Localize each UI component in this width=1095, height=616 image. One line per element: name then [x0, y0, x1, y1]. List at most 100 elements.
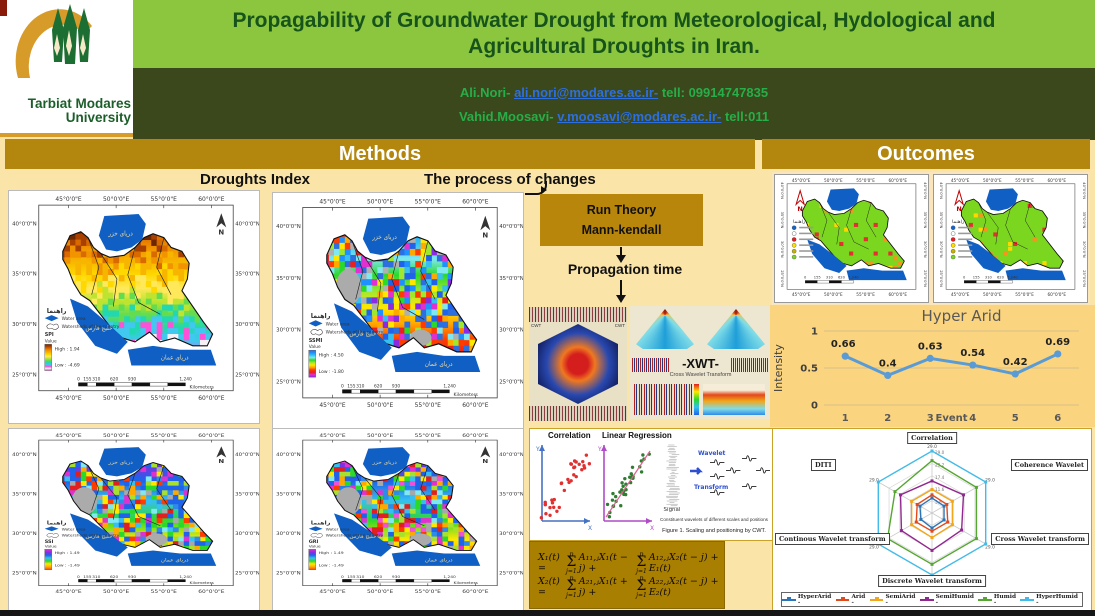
svg-text:40°0'0"N: 40°0'0"N: [235, 452, 259, 457]
svg-text:25°0'0"N: 25°0'0"N: [12, 571, 37, 576]
svg-text:930: 930: [128, 377, 137, 383]
svg-text:1,240: 1,240: [443, 383, 456, 389]
svg-text:50°0'0"E: 50°0'0"E: [824, 178, 843, 183]
outcome-map-2: 45°0'0"E 45°0'0"E 50°0'0"E 50°0'0"E 55°0'0"E…: [933, 174, 1088, 303]
svg-text:30°0'0"N: 30°0'0"N: [923, 241, 927, 258]
svg-text:30°0'0"N: 30°0'0"N: [780, 241, 784, 258]
svg-text:25°0'0"N: 25°0'0"N: [235, 373, 259, 379]
svg-text:1,240: 1,240: [848, 276, 859, 280]
svg-text:620: 620: [110, 377, 119, 383]
svg-text:SSMI: SSMI: [309, 338, 323, 344]
process-arrow-head: [541, 186, 547, 194]
north-arrow: N: [480, 446, 491, 465]
svg-text:40°0'0"N: 40°0'0"N: [1082, 182, 1086, 199]
svg-text:55°0'0"E: 55°0'0"E: [415, 197, 441, 205]
svg-text:60°0'0"E: 60°0'0"E: [198, 433, 225, 438]
svg-text:310: 310: [92, 574, 101, 578]
radar-legend: HyperArid - Arid - SemiArid - SemiHumid - Hu…: [781, 592, 1083, 607]
svg-text:40°0'0"N: 40°0'0"N: [276, 224, 301, 230]
svg-text:155: 155: [973, 276, 980, 280]
svg-text:خلیج فارس: خلیج فارس: [85, 534, 112, 540]
power-peaks: [703, 384, 765, 415]
svg-text:35°0'0"N: 35°0'0"N: [276, 492, 301, 497]
radar-legend-item: Arid -: [835, 594, 870, 606]
svg-text:30°0'0"N: 30°0'0"N: [939, 241, 943, 258]
svg-text:N: N: [482, 459, 488, 465]
north-arrow: N: [795, 188, 806, 213]
sea-area: [391, 550, 481, 566]
outcome-map-1: 45°0'0"E 45°0'0"E 50°0'0"E 50°0'0"E 55°0'0"E…: [774, 174, 929, 303]
svg-text:0.66: 0.66: [831, 339, 856, 350]
svg-text:0.5: 0.5: [800, 364, 818, 375]
run-theory-box: Run Theory Mann-kendall: [540, 194, 703, 246]
svg-text:0: 0: [811, 401, 818, 412]
university-logo-icon: [15, 4, 92, 78]
svg-text:45°0'0"E: 45°0'0"E: [55, 433, 82, 438]
signal-strip-top: [529, 307, 627, 322]
sea-area: [362, 447, 410, 477]
outcome-legend: راهنما: [791, 219, 814, 260]
mann-kendall-label: Mann-kendall: [581, 223, 662, 237]
svg-text:45°0'0"E: 45°0'0"E: [792, 178, 811, 183]
svg-text:55°0'0"E: 55°0'0"E: [151, 433, 178, 438]
svg-text:دریای خزر: دریای خزر: [371, 234, 397, 241]
sea-area: [98, 214, 146, 252]
svg-text:50°0'0"E: 50°0'0"E: [367, 401, 393, 409]
wavelet-transform-diagram: Signal Wavelet Transform: [664, 444, 770, 513]
university-name: Tarbiat Modares University: [27, 95, 131, 125]
svg-text:35°0'0"N: 35°0'0"N: [923, 212, 927, 229]
svg-text:Watersheds of the country: Watersheds of the country: [62, 533, 120, 537]
svg-text:55°0'0"E: 55°0'0"E: [415, 401, 441, 409]
svg-text:30°0'0"N: 30°0'0"N: [235, 322, 259, 328]
svg-text:Hyper Arid: Hyper Arid: [922, 307, 1002, 325]
svg-text:620: 620: [997, 276, 1005, 280]
svg-text:Value: Value: [309, 544, 322, 548]
xwt-panel-image: -XWT- Cross Wavelet Transform: [630, 306, 771, 419]
poster-title: Propagability of Groundwater Drought fro…: [232, 8, 996, 58]
author1-name: Ali.Nori-: [459, 84, 515, 100]
radar-legend-item: SemiArid -: [869, 594, 920, 606]
svg-text:Low : -4.69: Low : -4.69: [55, 362, 80, 368]
svg-text:3: 3: [927, 413, 934, 424]
svg-text:Low : -1.80: Low : -1.80: [319, 369, 344, 375]
svg-text:40°0'0"N: 40°0'0"N: [780, 182, 784, 199]
svg-text:دریای خزر: دریای خزر: [107, 460, 133, 466]
svg-text:SSI: SSI: [45, 539, 54, 544]
svg-text:راهنما: راهنما: [793, 219, 806, 225]
author2-email-link[interactable]: v.moosavi@modares.ac.ir-: [557, 108, 722, 124]
svg-text:310: 310: [356, 383, 364, 389]
svg-text:30°0'0"N: 30°0'0"N: [12, 322, 37, 328]
svg-text:30°0'0"N: 30°0'0"N: [276, 532, 301, 537]
correlation-scatter-plot: YX: [535, 445, 592, 532]
svg-text:55°0'0"E: 55°0'0"E: [151, 196, 177, 203]
svg-text:25°0'0"N: 25°0'0"N: [499, 571, 523, 576]
regression-title: Linear Regression: [602, 431, 672, 440]
svg-text:930: 930: [392, 383, 400, 389]
svg-text:310: 310: [985, 276, 993, 280]
svg-text:30°0'0"N: 30°0'0"N: [499, 532, 523, 537]
svg-text:0: 0: [963, 276, 966, 280]
svg-text:25°0'0"N: 25°0'0"N: [499, 379, 523, 385]
title-band: Propagability of Groundwater Drought fro…: [133, 0, 1095, 68]
svg-text:155: 155: [814, 276, 821, 280]
svg-text:4: 4: [969, 413, 976, 424]
north-arrow: N: [480, 215, 491, 240]
author1-email-link[interactable]: ali.nori@modares.ac.ir-: [514, 84, 659, 100]
sea-area: [98, 447, 146, 477]
radar-legend-item: SemiHumid -: [919, 594, 978, 606]
svg-text:55°0'0"E: 55°0'0"E: [856, 292, 875, 297]
svg-text:55°0'0"E: 55°0'0"E: [1015, 178, 1034, 183]
svg-text:خلیج فارس: خلیج فارس: [349, 330, 376, 337]
run-theory-label: Run Theory: [586, 203, 657, 217]
colorbar: [694, 384, 699, 415]
correlation-title: Correlation: [548, 431, 591, 440]
author2-name: Vahid.Moosavi-: [458, 108, 558, 124]
sea-area: [127, 345, 217, 366]
svg-text:40°0'0"N: 40°0'0"N: [12, 452, 37, 457]
svg-text:دریای خزر: دریای خزر: [107, 230, 133, 237]
svg-text:0.42: 0.42: [1003, 357, 1028, 368]
svg-text:45°0'0"E: 45°0'0"E: [55, 196, 81, 203]
svg-text:45°0'0"E: 45°0'0"E: [55, 395, 81, 402]
hyper-arid-line-chart: Hyper AridIntensity00.510.6610.420.6330.…: [772, 307, 1079, 424]
